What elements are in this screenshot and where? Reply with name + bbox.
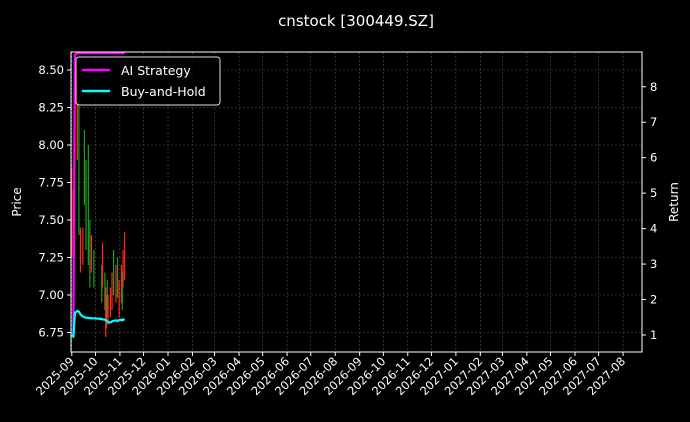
- y-left-tick-label: 7.25: [38, 251, 64, 265]
- y-right-tick-label: 5: [650, 186, 657, 200]
- y-right-tick-label: 8: [650, 80, 657, 94]
- series-line-ai-strategy: [71, 51, 125, 338]
- legend-label-buy-and-hold: Buy-and-Hold: [121, 84, 206, 99]
- y-left-tick-label: 6.75: [38, 326, 64, 340]
- y-right-tick-label: 7: [650, 115, 657, 129]
- y-right-tick-label: 1: [650, 328, 657, 342]
- y-axis-left-label: Price: [10, 187, 24, 216]
- series-line-buy-and-hold: [70, 309, 126, 338]
- y-axis-right-label: Return: [667, 182, 681, 222]
- y-axis-right: 1 2 3 4 5 6 7 8: [642, 80, 657, 342]
- y-right-tick-label: 2: [650, 293, 657, 307]
- chart-title: cnstock [300449.SZ]: [278, 12, 434, 30]
- y-right-tick-label: 6: [650, 151, 657, 165]
- y-right-tick-label: 3: [650, 257, 657, 271]
- return-lines: [70, 51, 126, 338]
- legend: AI Strategy Buy-and-Hold: [75, 56, 221, 106]
- plot-frame: [70, 51, 643, 353]
- legend-label-ai-strategy: AI Strategy: [121, 63, 191, 78]
- y-axis-left: 6.75 7.00 7.25 7.50 7.75 8.00 8.25 8.50: [38, 63, 71, 340]
- y-left-tick-label: 7.75: [38, 176, 64, 190]
- y-left-tick-label: 8.00: [38, 138, 64, 152]
- y-right-tick-label: 4: [650, 222, 657, 236]
- y-left-tick-label: 8.25: [38, 101, 64, 115]
- y-left-tick-label: 8.50: [38, 63, 64, 77]
- y-left-tick-label: 7.50: [38, 213, 64, 227]
- x-axis: 2025-092025-102025-112025-122026-012026-…: [33, 352, 628, 398]
- y-left-tick-label: 7.00: [38, 288, 64, 302]
